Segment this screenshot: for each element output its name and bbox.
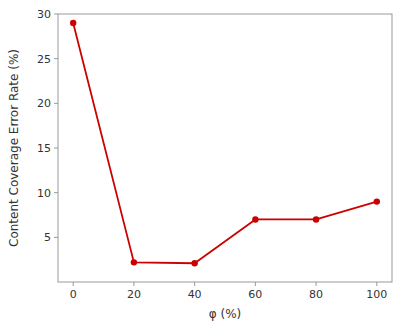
data-point (191, 260, 197, 266)
x-tick (255, 282, 256, 286)
x-tick-label: 0 (70, 288, 77, 301)
y-tick (54, 14, 58, 15)
y-axis-label: Content Coverage Error Rate (%) (7, 49, 21, 247)
x-axis-label: φ (%) (209, 307, 242, 321)
data-line (73, 23, 377, 263)
y-tick (54, 192, 58, 193)
y-tick-label: 10 (37, 187, 51, 200)
x-tick-label: 80 (309, 288, 323, 301)
y-tick-label: 20 (37, 97, 51, 110)
x-tick-label: 100 (366, 288, 387, 301)
x-tick (316, 282, 317, 286)
y-tick-label: 25 (37, 53, 51, 66)
data-point (313, 216, 319, 222)
data-point (252, 216, 258, 222)
plot-frame (58, 14, 392, 282)
data-point (374, 198, 380, 204)
y-tick (54, 237, 58, 238)
plot-data (70, 20, 380, 267)
x-tick-label: 20 (127, 288, 141, 301)
chart-svg: 0 20 40 60 80 100 5 10 15 20 25 30 φ (%) Content Cove… (0, 0, 408, 326)
data-point (70, 20, 76, 26)
x-tick (133, 282, 134, 286)
y-tick-label: 15 (37, 142, 51, 155)
x-tick-label: 40 (188, 288, 202, 301)
y-tick-label: 5 (44, 231, 51, 244)
chart-container: 0 20 40 60 80 100 5 10 15 20 25 30 φ (%) Content Cove… (0, 0, 408, 326)
y-tick (54, 58, 58, 59)
x-tick-label: 60 (248, 288, 262, 301)
x-tick (73, 282, 74, 286)
y-tick (54, 148, 58, 149)
x-tick (194, 282, 195, 286)
x-tick (376, 282, 377, 286)
data-point (131, 259, 137, 265)
y-tick-label: 30 (37, 8, 51, 21)
y-tick (54, 103, 58, 104)
